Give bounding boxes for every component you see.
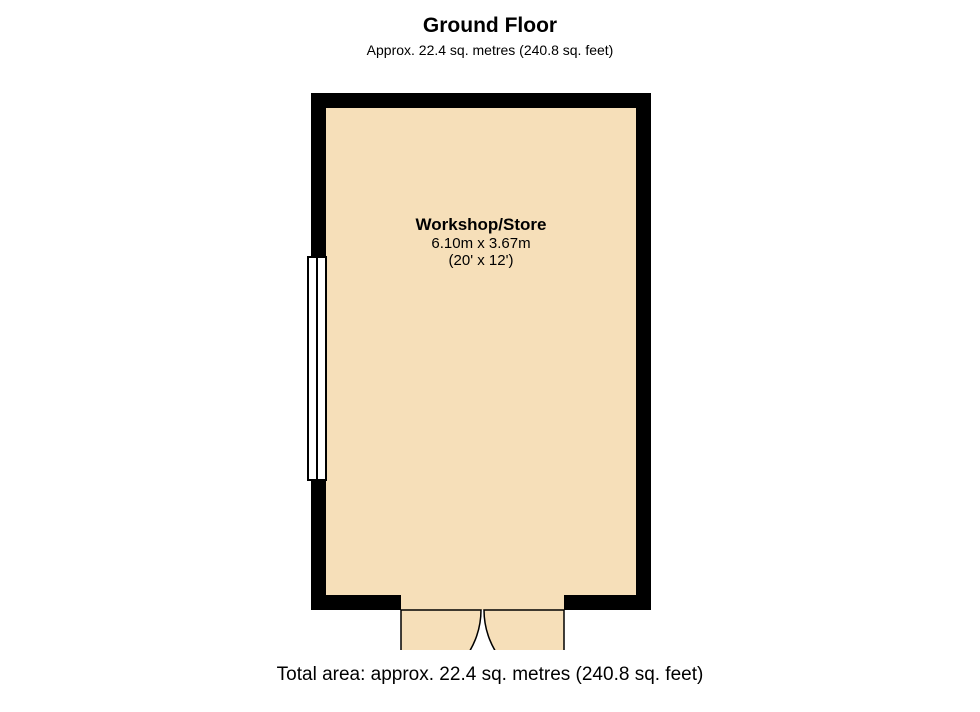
page-title: Ground Floor xyxy=(0,14,980,38)
floorplan-svg xyxy=(296,90,682,650)
page-subtitle: Approx. 22.4 sq. metres (240.8 sq. feet) xyxy=(0,42,980,58)
footer-total-area: Total area: approx. 22.4 sq. metres (240… xyxy=(0,664,980,686)
page: Ground Floor Approx. 22.4 sq. metres (24… xyxy=(0,0,980,712)
room-label: Workshop/Store 6.10m x 3.67m (20' x 12') xyxy=(326,215,636,269)
room-dims-metric: 6.10m x 3.67m xyxy=(326,235,636,252)
room-name: Workshop/Store xyxy=(326,215,636,235)
room-dims-imperial: (20' x 12') xyxy=(326,252,636,269)
floorplan: Workshop/Store 6.10m x 3.67m (20' x 12') xyxy=(296,90,682,650)
